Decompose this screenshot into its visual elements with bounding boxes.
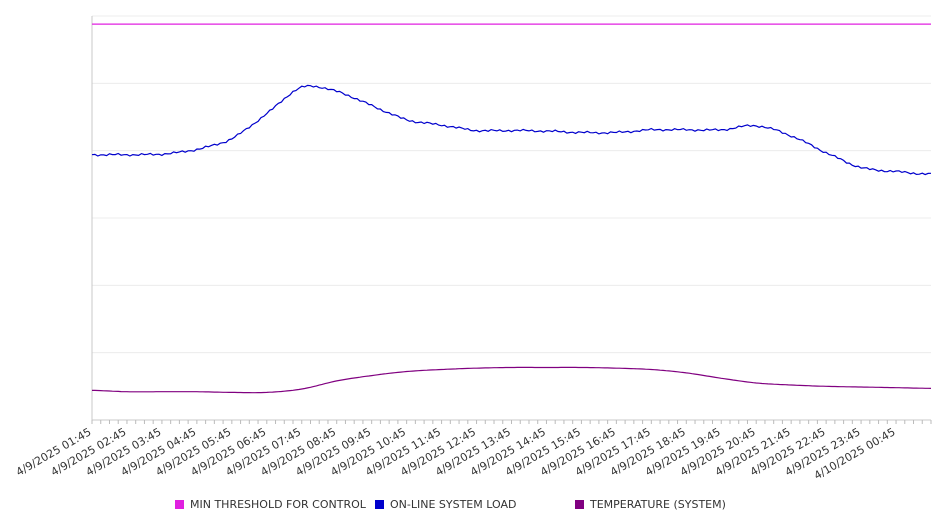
legend-swatch-temperature — [575, 500, 584, 509]
grid — [92, 15, 931, 354]
legend-swatch-system-load — [375, 500, 384, 509]
legend: MIN THRESHOLD FOR CONTROL ON-LINE SYSTEM… — [0, 498, 946, 514]
legend-item-temperature: TEMPERATURE (SYSTEM) — [575, 498, 726, 511]
x-axis-minor-ticks — [91, 420, 932, 424]
legend-label-temperature: TEMPERATURE (SYSTEM) — [590, 498, 726, 511]
series-line-on-line-system-load — [91, 84, 932, 176]
series-line-temperature-system — [92, 366, 932, 394]
legend-item-min-threshold: MIN THRESHOLD FOR CONTROL — [175, 498, 366, 511]
x-axis-tick-labels: 4/9/2025 01:454/9/2025 02:454/9/2025 03:… — [14, 425, 898, 482]
legend-label-min-threshold: MIN THRESHOLD FOR CONTROL — [190, 498, 366, 511]
legend-swatch-min-threshold — [175, 500, 184, 509]
series-layer — [91, 23, 932, 394]
legend-item-system-load: ON-LINE SYSTEM LOAD — [375, 498, 516, 511]
legend-label-system-load: ON-LINE SYSTEM LOAD — [390, 498, 517, 511]
